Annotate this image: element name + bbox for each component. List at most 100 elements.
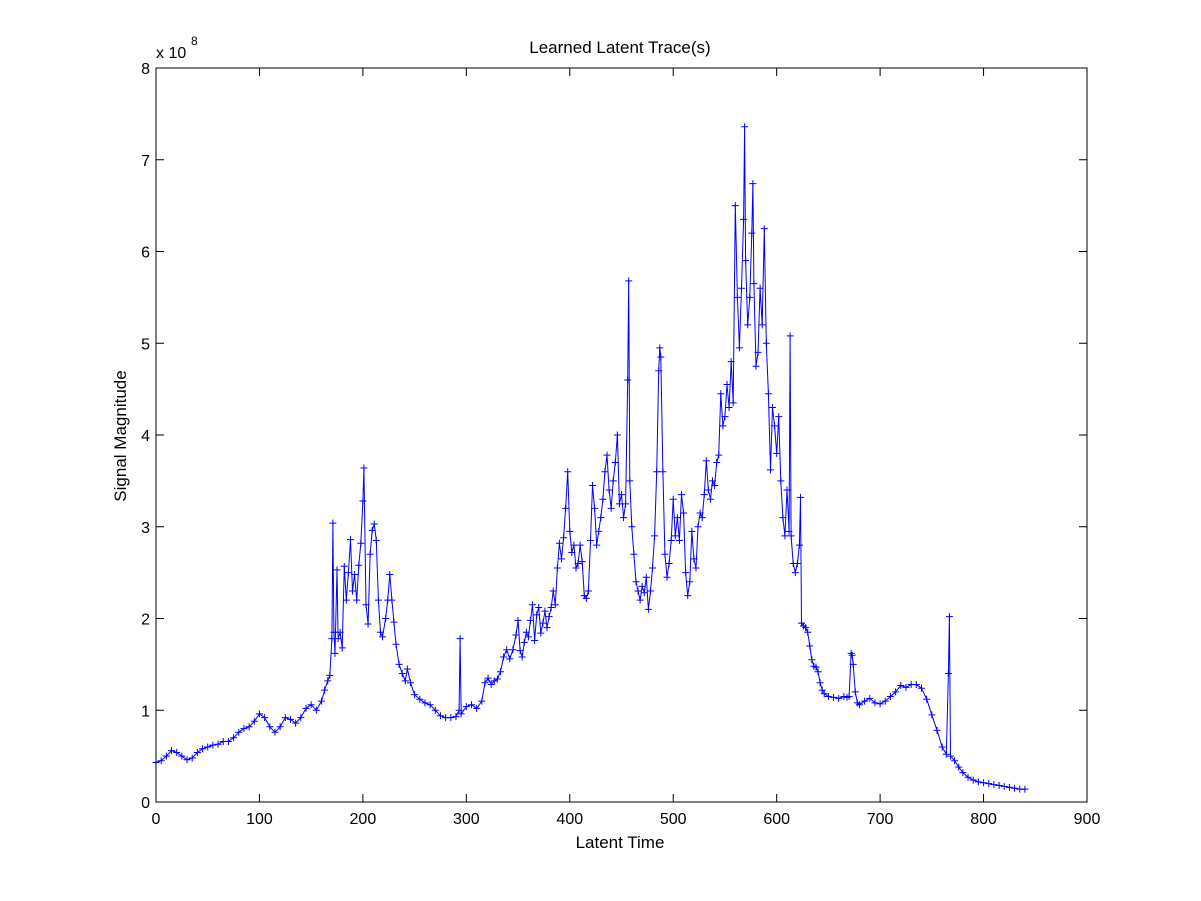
data-point-marker bbox=[661, 550, 669, 558]
data-point-marker bbox=[613, 431, 621, 439]
data-point-marker bbox=[651, 532, 659, 540]
data-point-marker bbox=[271, 728, 279, 736]
data-point-marker bbox=[503, 646, 511, 654]
data-point-marker bbox=[286, 715, 294, 723]
data-point-marker bbox=[649, 564, 657, 572]
data-point-marker bbox=[336, 628, 344, 636]
data-point-marker bbox=[849, 660, 857, 668]
data-point-marker bbox=[812, 663, 820, 671]
data-point-marker bbox=[386, 570, 394, 578]
data-point-marker bbox=[723, 381, 731, 389]
data-point-marker bbox=[564, 468, 572, 476]
data-point-marker bbox=[1021, 785, 1029, 793]
data-point-marker bbox=[266, 723, 274, 731]
data-point-marker bbox=[700, 491, 708, 499]
data-point-marker bbox=[607, 504, 615, 512]
data-point-marker bbox=[312, 706, 320, 714]
data-point-marker bbox=[622, 500, 630, 508]
y-tick-label: 6 bbox=[141, 245, 150, 262]
y-axis-ticks: 0 1 2 3 4 5 6 7 8 bbox=[141, 61, 1087, 812]
data-point-marker bbox=[214, 740, 222, 748]
data-point-marker bbox=[737, 284, 745, 292]
data-point-marker bbox=[804, 628, 812, 636]
data-point-marker bbox=[740, 215, 748, 223]
data-point-marker bbox=[478, 697, 486, 705]
data-point-marker bbox=[531, 637, 539, 645]
data-point-marker bbox=[250, 717, 258, 725]
data-point-marker bbox=[235, 728, 243, 736]
data-point-marker bbox=[162, 752, 170, 760]
data-point-marker bbox=[796, 493, 804, 501]
data-point-marker bbox=[897, 681, 905, 689]
data-point-marker bbox=[644, 605, 652, 613]
data-point-marker bbox=[791, 569, 799, 577]
data-point-marker bbox=[329, 519, 337, 527]
x-tick-label: 500 bbox=[660, 811, 687, 828]
data-point-marker bbox=[671, 532, 679, 540]
data-point-marker bbox=[783, 486, 791, 494]
data-point-marker bbox=[808, 656, 816, 664]
data-point-marker bbox=[537, 629, 545, 637]
data-point-marker bbox=[568, 548, 576, 556]
data-point-marker bbox=[749, 180, 757, 188]
data-point-marker bbox=[711, 481, 719, 489]
data-point-marker bbox=[990, 781, 998, 789]
data-point-marker bbox=[646, 587, 654, 595]
data-point-marker bbox=[663, 573, 671, 581]
data-point-marker bbox=[795, 541, 803, 549]
data-point-marker bbox=[742, 257, 750, 265]
data-point-marker bbox=[346, 536, 354, 544]
data-point-marker bbox=[168, 747, 176, 755]
data-point-marker bbox=[533, 611, 541, 619]
data-point-marker bbox=[1011, 784, 1019, 792]
data-point-marker bbox=[620, 514, 628, 522]
data-point-marker bbox=[845, 692, 853, 700]
data-point-marker bbox=[642, 573, 650, 581]
data-point-marker bbox=[178, 752, 186, 760]
data-point-marker bbox=[744, 321, 752, 329]
data-point-marker bbox=[261, 714, 269, 722]
data-point-marker bbox=[562, 504, 570, 512]
data-point-marker bbox=[351, 570, 359, 578]
data-point-marker bbox=[183, 756, 191, 764]
data-point-marker bbox=[923, 695, 931, 703]
data-point-marker bbox=[547, 603, 555, 611]
data-point-marker bbox=[974, 778, 982, 786]
data-point-marker bbox=[366, 550, 374, 558]
data-point-marker bbox=[733, 293, 741, 301]
x-tick-label: 200 bbox=[350, 811, 377, 828]
data-point-marker bbox=[752, 362, 760, 370]
data-point-marker bbox=[529, 601, 537, 609]
data-point-marker bbox=[735, 344, 743, 352]
data-point-marker bbox=[750, 280, 758, 288]
data-point-marker bbox=[760, 225, 768, 233]
series-markers bbox=[152, 123, 1029, 793]
data-point-marker bbox=[524, 633, 532, 641]
data-point-marker bbox=[892, 688, 900, 696]
data-point-marker bbox=[688, 527, 696, 535]
data-point-marker bbox=[655, 367, 663, 375]
data-point-marker bbox=[281, 714, 289, 722]
data-point-marker bbox=[721, 413, 729, 421]
data-point-marker bbox=[945, 613, 953, 621]
data-point-marker bbox=[727, 358, 735, 366]
x-tick-label: 800 bbox=[970, 811, 997, 828]
data-point-marker bbox=[861, 697, 869, 705]
data-point-marker bbox=[496, 668, 504, 676]
data-point-marker bbox=[706, 495, 714, 503]
data-point-marker bbox=[902, 683, 910, 691]
data-point-marker bbox=[255, 710, 263, 718]
data-point-marker bbox=[333, 566, 341, 574]
data-point-marker bbox=[406, 679, 414, 687]
data-point-marker bbox=[636, 596, 644, 604]
data-point-marker bbox=[779, 514, 787, 522]
data-point-marker bbox=[173, 748, 181, 756]
data-point-marker bbox=[848, 651, 856, 659]
data-point-marker bbox=[204, 743, 212, 751]
data-point-marker bbox=[500, 653, 508, 661]
data-point-marker bbox=[416, 695, 424, 703]
data-point-marker bbox=[388, 596, 396, 604]
data-point-marker bbox=[758, 321, 766, 329]
data-point-marker bbox=[572, 564, 580, 572]
data-point-marker bbox=[942, 750, 950, 758]
